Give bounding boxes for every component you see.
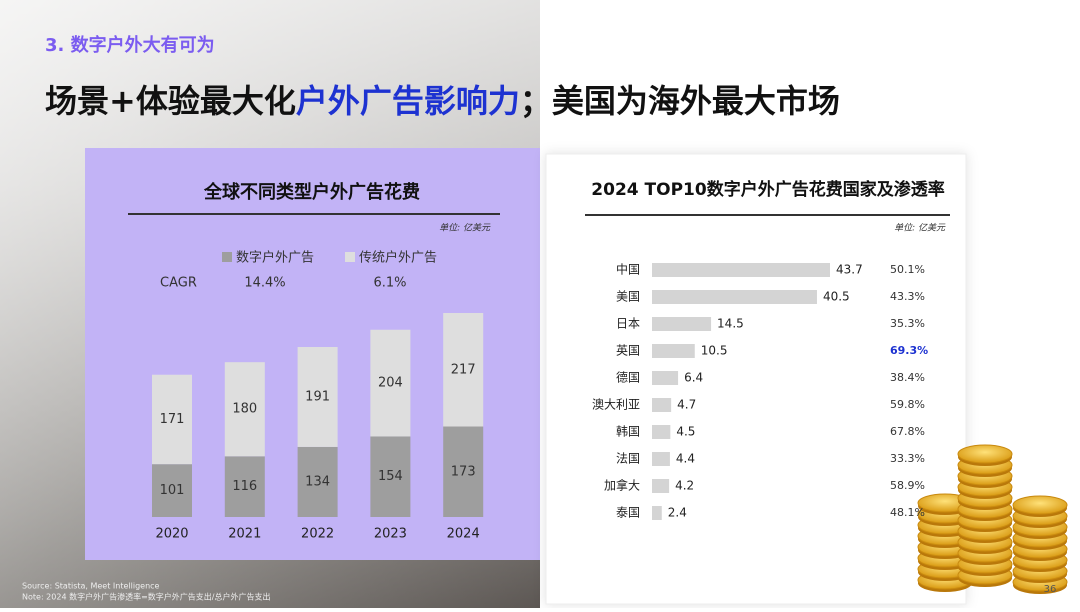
y-tick-label: 加拿大 (604, 478, 640, 493)
penetration-label: 58.9% (890, 479, 925, 492)
coin (957, 444, 1013, 464)
unit: 单位: 亿美元 (894, 223, 946, 234)
value-label: 4.7 (677, 398, 696, 412)
x-tick-label: 2023 (374, 527, 407, 542)
penetration-label: 67.8% (890, 425, 925, 438)
value-label: 10.5 (701, 344, 728, 358)
y-tick-label: 日本 (616, 317, 640, 331)
source: Source: Statista, Meet Intelligence (22, 582, 160, 591)
penetration-label: 50.1% (890, 263, 925, 276)
y-tick-label: 德国 (616, 370, 640, 385)
legend-label: 传统户外广告 (359, 250, 437, 266)
value-label: 43.7 (836, 263, 863, 277)
penetration-label: 35.3% (890, 317, 925, 330)
y-tick-label: 中国 (616, 262, 640, 277)
unit: 单位: 亿美元 (439, 223, 491, 234)
bar-segment (297, 446, 338, 517)
value-label: 40.5 (823, 290, 850, 304)
bar (652, 506, 662, 520)
y-tick-label: 美国 (616, 290, 640, 304)
value-label: 116 (232, 479, 257, 494)
bar (652, 425, 671, 439)
value-label: 217 (451, 362, 476, 377)
section-label: 3. 数字户外大有可为 (45, 34, 215, 56)
legend-swatch (222, 252, 232, 262)
value-label: 171 (160, 412, 185, 427)
y-tick-label: 英国 (616, 344, 640, 358)
value-label: 14.5 (717, 317, 744, 331)
page-number: 36 (1044, 584, 1057, 595)
legend-swatch (345, 252, 355, 262)
penetration-label: 59.8% (890, 398, 925, 411)
y-tick-label: 澳大利亚 (592, 398, 640, 412)
value-label: 4.2 (675, 479, 694, 493)
bar-segment (370, 329, 411, 437)
coin (1012, 495, 1068, 515)
penetration-label: 33.3% (890, 452, 925, 465)
penetration-label: 38.4% (890, 371, 925, 384)
x-tick-label: 2024 (447, 527, 480, 542)
x-tick-label: 2021 (228, 527, 261, 542)
value-label: 154 (378, 469, 403, 484)
value-label: 101 (160, 483, 185, 498)
bar-segment (224, 456, 265, 517)
value-label: 191 (305, 389, 330, 404)
title-part: ；美国为海外最大市场 (520, 82, 840, 120)
title-part: 户外广告影响力 (296, 82, 520, 120)
coins-decoration (917, 444, 1068, 594)
cagr-value: 14.4% (244, 276, 285, 291)
bar-segment (152, 464, 192, 517)
bar (652, 290, 817, 304)
bar (652, 452, 670, 466)
value-label: 2.4 (668, 506, 687, 520)
value-label: 4.4 (676, 452, 695, 466)
right-panel (545, 153, 967, 605)
value-label: 180 (232, 402, 257, 417)
legend-label: 数字户外广告 (236, 250, 314, 266)
penetration-label: 43.3% (890, 290, 925, 303)
title-part: 场景+体验最大化 (45, 82, 296, 120)
chart-title: 2024 TOP10数字户外广告花费国家及渗透率 (591, 179, 944, 200)
x-tick-label: 2020 (155, 527, 188, 542)
bar (652, 371, 679, 385)
value-label: 6.4 (684, 371, 703, 385)
y-tick-label: 韩国 (616, 424, 640, 439)
note: Note: 2024 数字户外广告渗透率=数字户外广告支出/总户外广告支出 (22, 592, 270, 602)
slide-title: 场景+体验最大化户外广告影响力；美国为海外最大市场 (45, 82, 840, 120)
y-tick-label: 法国 (616, 452, 640, 466)
cagr-value: 6.1% (373, 276, 406, 291)
penetration-label: 48.1% (890, 506, 925, 519)
value-label: 173 (451, 464, 476, 479)
cagr-label: CAGR (160, 276, 197, 291)
bar-segment (443, 426, 484, 517)
value-label: 4.5 (676, 425, 695, 439)
bar (652, 263, 830, 277)
penetration-label: 69.3% (890, 344, 928, 357)
bar-segment (224, 362, 265, 457)
y-tick-label: 泰国 (616, 506, 640, 520)
bar (652, 479, 670, 493)
bar (652, 344, 695, 358)
x-tick-label: 2022 (301, 527, 334, 542)
value-label: 134 (305, 474, 330, 489)
bar (652, 317, 712, 331)
bar-segment (370, 436, 411, 517)
bar-segment (443, 313, 484, 427)
chart-title: 全球不同类型户外广告花费 (203, 181, 420, 203)
value-label: 204 (378, 376, 403, 391)
bar (652, 398, 672, 412)
bar-segment (152, 374, 192, 465)
bar-segment (297, 347, 338, 447)
